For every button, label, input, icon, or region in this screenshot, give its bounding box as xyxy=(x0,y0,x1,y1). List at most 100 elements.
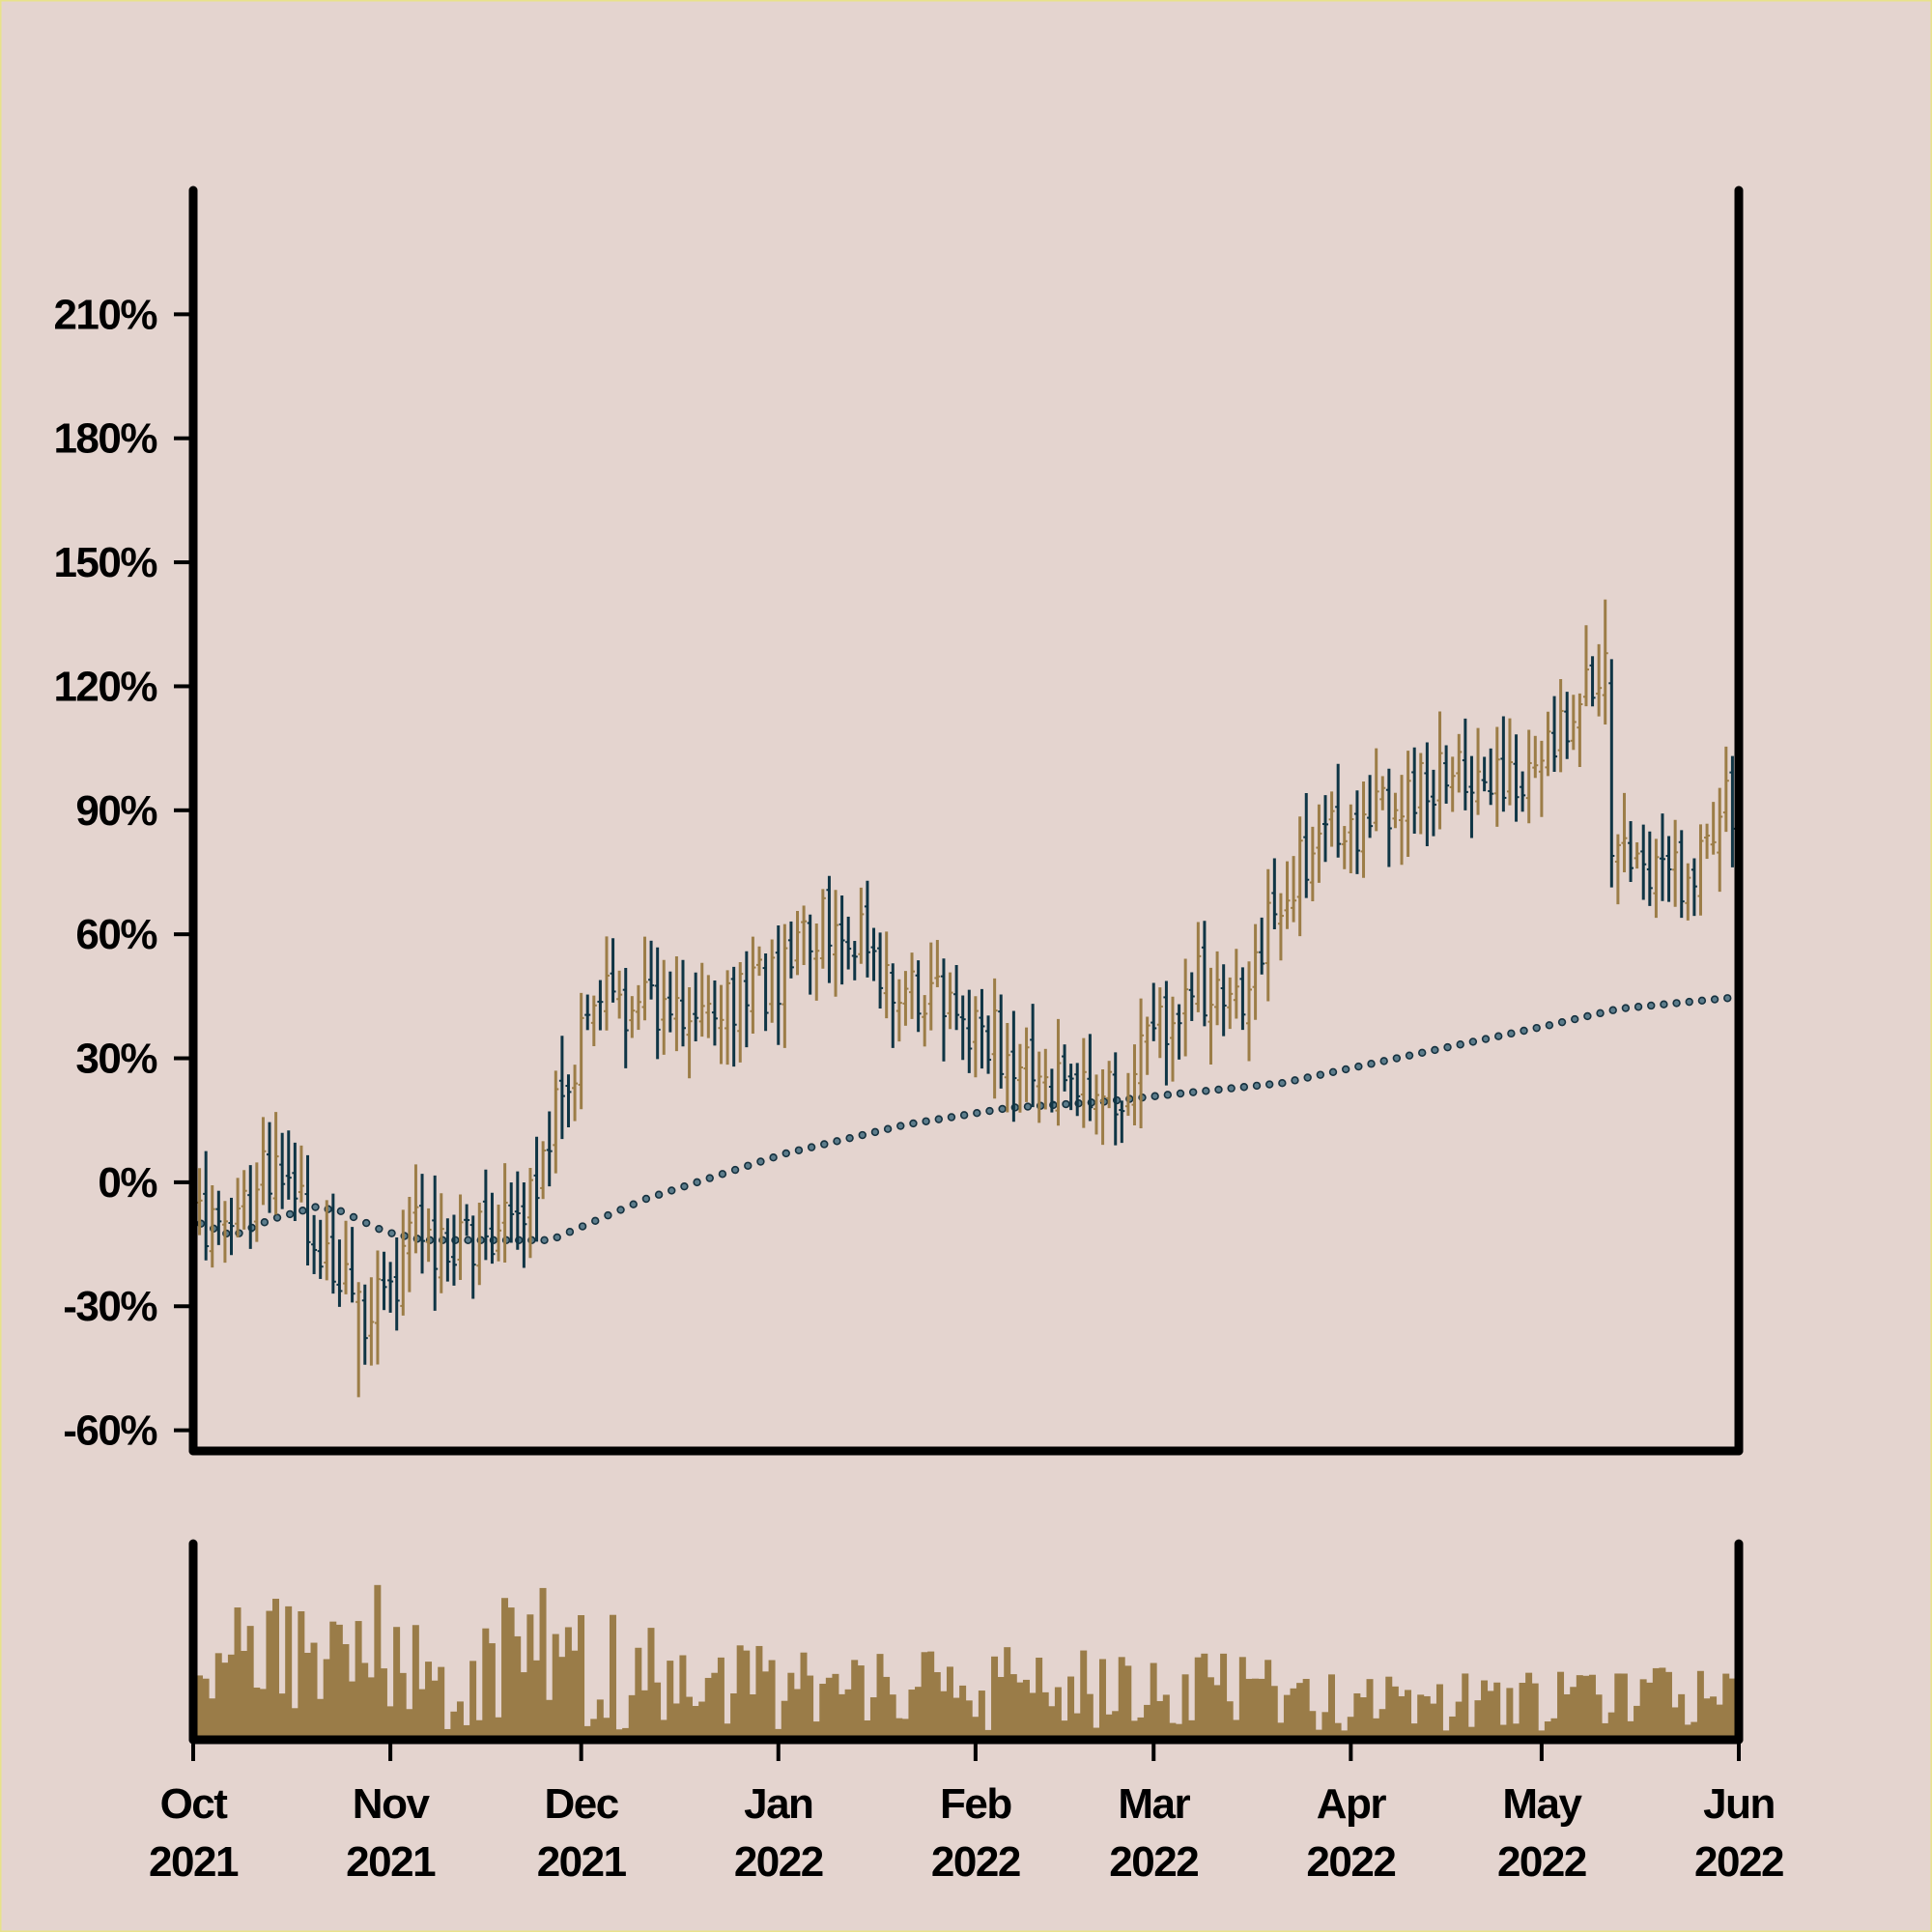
ohlc-bar xyxy=(1506,718,1513,806)
volume-bar xyxy=(692,1705,699,1736)
moving-average-point xyxy=(1239,1083,1249,1092)
y-tick-label: 60% xyxy=(75,911,156,958)
volume-bar xyxy=(1664,1671,1672,1736)
ohlc-bar xyxy=(909,952,916,1019)
ohlc-bar xyxy=(845,916,852,970)
volume-bar xyxy=(1506,1688,1514,1736)
ohlc-bar xyxy=(1309,826,1316,902)
moving-average-point xyxy=(464,1236,472,1244)
ohlc-bar xyxy=(1062,1044,1068,1092)
x-tick-label-year: 2021 xyxy=(346,1838,436,1886)
ohlc-bar xyxy=(1182,958,1189,1057)
volume-bar xyxy=(844,1689,852,1736)
y-tick-label: 30% xyxy=(75,1036,156,1083)
ohlc-bar xyxy=(432,1175,439,1311)
moving-average-point xyxy=(1608,1006,1617,1014)
volume-bar xyxy=(1550,1718,1558,1736)
volume-bar xyxy=(488,1643,496,1736)
moving-average-point xyxy=(1621,1004,1631,1012)
volume-bar xyxy=(1728,1678,1736,1736)
ohlc-bar xyxy=(1392,792,1399,829)
moving-average-point xyxy=(1456,1040,1464,1049)
volume-bar xyxy=(1150,1662,1157,1736)
ohlc-bar xyxy=(877,932,884,1009)
x-tick-label-month: Mar xyxy=(1118,1780,1190,1828)
volume-bar xyxy=(730,1693,738,1736)
ohlc-bar xyxy=(1163,980,1170,1086)
volume-bar xyxy=(1703,1698,1711,1736)
volume-bar xyxy=(1105,1714,1113,1736)
ohlc-bar xyxy=(406,1196,412,1293)
ohlc-bar xyxy=(1468,755,1475,838)
volume-bar xyxy=(615,1729,623,1736)
volume-bar xyxy=(546,1699,554,1736)
moving-average-point xyxy=(1023,1102,1033,1111)
volume-bars xyxy=(196,1584,1743,1736)
volume-bar xyxy=(1213,1685,1221,1736)
ohlc-bar xyxy=(215,1190,222,1245)
moving-average-point xyxy=(1264,1080,1274,1089)
ohlc-bar xyxy=(718,984,724,1065)
ohlc-bar xyxy=(1405,751,1411,858)
volume-bar xyxy=(1359,1697,1367,1736)
ohlc-bar xyxy=(1697,824,1704,916)
ohlc-bar xyxy=(1462,718,1468,810)
ohlc-bar xyxy=(1296,816,1303,937)
ohlc-bar xyxy=(743,951,750,1048)
moving-average-point xyxy=(1379,1057,1388,1065)
volume-bar xyxy=(685,1696,693,1736)
moving-average-point xyxy=(616,1206,625,1214)
volume-bar xyxy=(1716,1704,1723,1736)
moving-average-point xyxy=(260,1218,270,1227)
volume-bar xyxy=(272,1599,279,1736)
ohlc-bar xyxy=(1093,1074,1099,1135)
volume-bar xyxy=(1124,1665,1132,1736)
volume-bar xyxy=(259,1689,267,1736)
volume-bar xyxy=(1544,1721,1551,1736)
volume-bar xyxy=(775,1728,782,1736)
volume-bar xyxy=(1277,1722,1285,1736)
ohlc-bar xyxy=(1717,787,1723,893)
ohlc-bar xyxy=(349,1227,355,1303)
volume-bar xyxy=(825,1677,833,1736)
moving-average-point xyxy=(1176,1089,1185,1098)
ohlc-bar xyxy=(1596,643,1603,717)
ohlc-bar xyxy=(1277,893,1284,961)
moving-average-point xyxy=(1367,1060,1376,1068)
volume-bar xyxy=(1296,1683,1304,1736)
ohlc-bar xyxy=(1087,1034,1094,1122)
volume-bar xyxy=(1341,1730,1349,1736)
moving-average-point xyxy=(1710,995,1719,1004)
ohlc-bar xyxy=(756,946,763,977)
volume-bar xyxy=(1531,1683,1539,1736)
y-tick-label: -60% xyxy=(63,1407,156,1455)
volume-bar xyxy=(520,1672,527,1736)
ohlc-bar xyxy=(1379,776,1386,810)
volume-bar xyxy=(1602,1722,1609,1736)
moving-average-point xyxy=(705,1174,714,1182)
volume-bar xyxy=(1264,1660,1272,1736)
moving-average-point xyxy=(591,1216,600,1226)
volume-bar xyxy=(342,1644,350,1736)
moving-average-point xyxy=(311,1203,320,1211)
ohlc-bar xyxy=(1214,951,1221,1026)
ohlc-bar xyxy=(769,939,776,1023)
volume-bar xyxy=(1385,1676,1393,1736)
ohlc-bar xyxy=(1016,1043,1023,1113)
x-tick-label-year: 2022 xyxy=(1306,1838,1395,1886)
ohlc-bar xyxy=(673,956,680,1052)
ohlc-bar xyxy=(750,936,756,1035)
volume-bar xyxy=(539,1587,547,1736)
volume-bar xyxy=(1347,1717,1354,1736)
volume-bar xyxy=(1671,1707,1679,1736)
volume-bar xyxy=(1098,1659,1106,1736)
ohlc-bar xyxy=(1264,868,1271,1002)
volume-bar xyxy=(940,1690,948,1736)
ohlc-bar xyxy=(247,1165,254,1249)
ohlc-bar xyxy=(629,996,636,1038)
ohlc-bar xyxy=(1646,831,1653,906)
ohlc-bar xyxy=(1640,824,1647,900)
moving-average-point xyxy=(858,1130,867,1140)
moving-average-point xyxy=(349,1212,358,1222)
volume-bar xyxy=(355,1621,362,1736)
